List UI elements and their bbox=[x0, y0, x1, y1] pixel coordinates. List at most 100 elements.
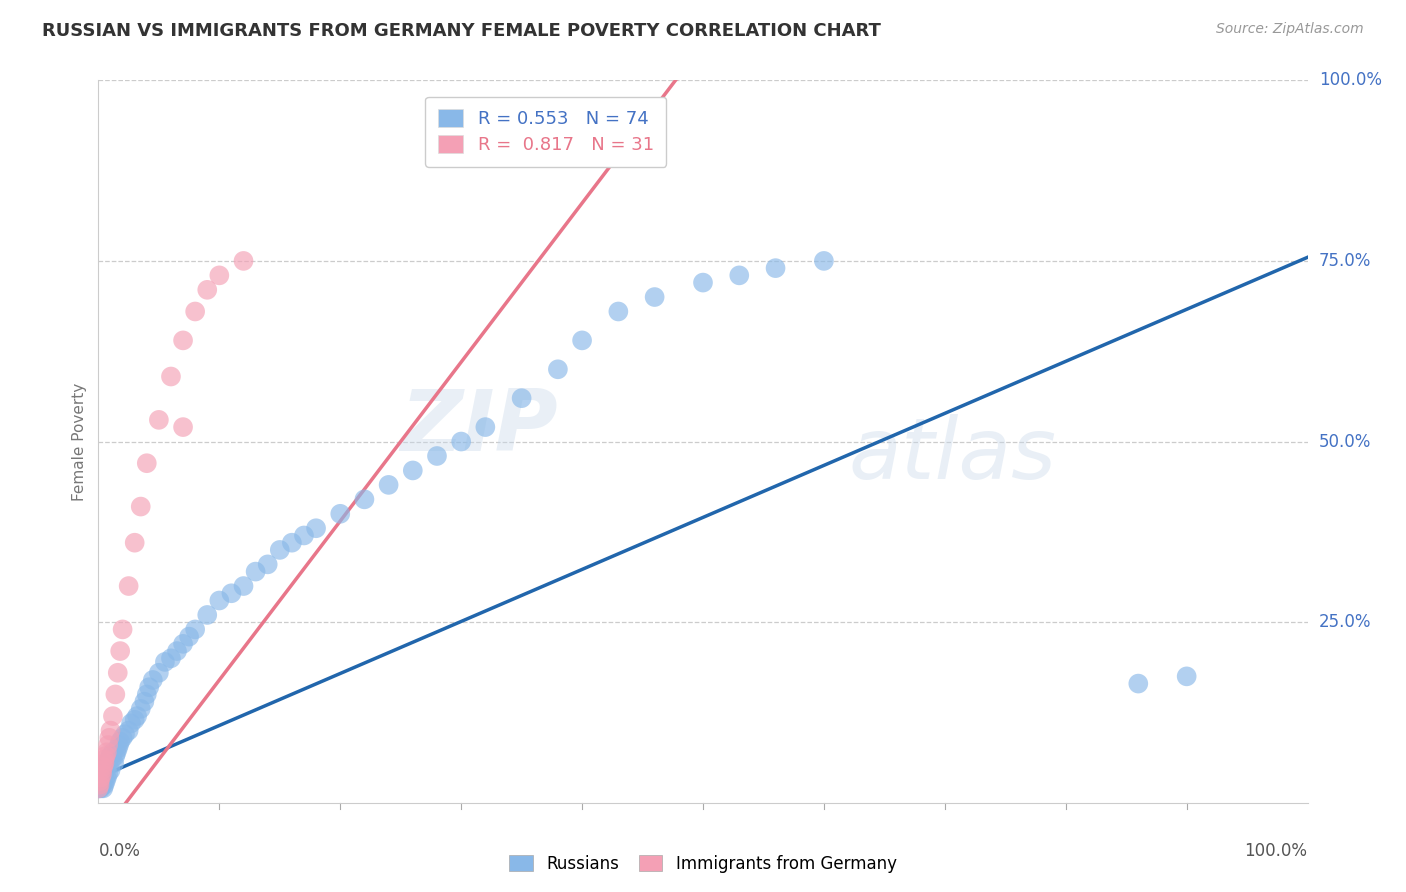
Russians bbox=[87, 781, 110, 796]
Text: Source: ZipAtlas.com: Source: ZipAtlas.com bbox=[1216, 22, 1364, 37]
Text: 25.0%: 25.0% bbox=[1319, 613, 1371, 632]
Russians bbox=[195, 607, 218, 622]
Immigrants from Germany bbox=[91, 760, 114, 774]
Immigrants from Germany bbox=[208, 268, 231, 283]
Russians bbox=[329, 507, 352, 521]
Immigrants from Germany bbox=[101, 709, 124, 723]
Immigrants from Germany bbox=[91, 764, 114, 778]
Russians bbox=[105, 745, 128, 759]
Text: 100.0%: 100.0% bbox=[1319, 71, 1382, 89]
Russians bbox=[107, 741, 129, 756]
Russians bbox=[100, 748, 122, 763]
Russians bbox=[89, 781, 111, 796]
Immigrants from Germany bbox=[89, 774, 111, 789]
Immigrants from Germany bbox=[124, 535, 146, 549]
Russians bbox=[474, 420, 496, 434]
Immigrants from Germany bbox=[232, 253, 254, 268]
Russians bbox=[256, 558, 278, 572]
Russians bbox=[353, 492, 375, 507]
Text: 0.0%: 0.0% bbox=[98, 842, 141, 860]
Immigrants from Germany bbox=[90, 771, 112, 785]
Russians bbox=[89, 778, 111, 792]
Russians bbox=[728, 268, 751, 283]
Immigrants from Germany bbox=[108, 644, 131, 658]
Russians bbox=[179, 630, 201, 644]
Russians bbox=[134, 695, 156, 709]
Immigrants from Germany bbox=[107, 665, 129, 680]
Russians bbox=[114, 727, 136, 741]
Immigrants from Germany bbox=[93, 752, 115, 766]
Russians bbox=[269, 542, 291, 557]
Russians bbox=[94, 764, 117, 778]
Russians bbox=[292, 528, 315, 542]
Russians bbox=[571, 334, 593, 348]
Immigrants from Germany bbox=[148, 413, 170, 427]
Russians bbox=[402, 463, 425, 477]
Russians bbox=[510, 391, 533, 405]
Text: 50.0%: 50.0% bbox=[1319, 433, 1371, 450]
Immigrants from Germany bbox=[118, 579, 141, 593]
Russians bbox=[90, 781, 112, 796]
Immigrants from Germany bbox=[100, 723, 122, 738]
Text: atlas: atlas bbox=[848, 415, 1056, 498]
Immigrants from Germany bbox=[172, 334, 194, 348]
Russians bbox=[127, 709, 149, 723]
Russians bbox=[104, 748, 127, 763]
Russians bbox=[90, 774, 112, 789]
Russians bbox=[305, 521, 328, 535]
Immigrants from Germany bbox=[97, 738, 120, 752]
Russians bbox=[103, 756, 125, 770]
Russians bbox=[153, 655, 176, 669]
Immigrants from Germany bbox=[195, 283, 218, 297]
Russians bbox=[101, 745, 124, 759]
Immigrants from Germany bbox=[96, 745, 118, 759]
Russians bbox=[450, 434, 472, 449]
Immigrants from Germany bbox=[104, 687, 127, 701]
Russians bbox=[160, 651, 183, 665]
Russians bbox=[97, 756, 120, 770]
Russians bbox=[813, 253, 835, 268]
Russians bbox=[1128, 676, 1150, 690]
Russians bbox=[91, 778, 114, 792]
Immigrants from Germany bbox=[89, 778, 111, 792]
Immigrants from Germany bbox=[94, 748, 117, 763]
Immigrants from Germany bbox=[135, 456, 157, 470]
Russians bbox=[96, 760, 118, 774]
Immigrants from Germany bbox=[98, 731, 121, 745]
Russians bbox=[281, 535, 304, 549]
Russians bbox=[644, 290, 666, 304]
Russians bbox=[765, 261, 787, 276]
Russians bbox=[377, 478, 399, 492]
Russians bbox=[91, 781, 114, 796]
Russians bbox=[138, 680, 160, 694]
Immigrants from Germany bbox=[93, 756, 115, 770]
Russians bbox=[108, 738, 131, 752]
Immigrants from Germany bbox=[87, 781, 110, 796]
Russians bbox=[91, 771, 114, 785]
Immigrants from Germany bbox=[160, 369, 183, 384]
Russians bbox=[208, 593, 231, 607]
Russians bbox=[93, 778, 115, 792]
Russians bbox=[94, 774, 117, 789]
Russians bbox=[124, 713, 146, 727]
Russians bbox=[1175, 669, 1198, 683]
Russians bbox=[148, 665, 170, 680]
Russians bbox=[111, 731, 134, 745]
Russians bbox=[184, 623, 207, 637]
Immigrants from Germany bbox=[172, 420, 194, 434]
Russians bbox=[93, 767, 115, 781]
Russians bbox=[120, 716, 142, 731]
Russians bbox=[692, 276, 714, 290]
Legend: Russians, Immigrants from Germany: Russians, Immigrants from Germany bbox=[503, 848, 903, 880]
Text: ZIP: ZIP bbox=[401, 385, 558, 468]
Legend: R = 0.553   N = 74, R =  0.817   N = 31: R = 0.553 N = 74, R = 0.817 N = 31 bbox=[425, 96, 666, 167]
Russians bbox=[607, 304, 630, 318]
Russians bbox=[96, 771, 118, 785]
Russians bbox=[135, 687, 157, 701]
Immigrants from Germany bbox=[184, 304, 207, 318]
Text: 75.0%: 75.0% bbox=[1319, 252, 1371, 270]
Russians bbox=[166, 644, 188, 658]
Russians bbox=[98, 752, 121, 766]
Russians bbox=[91, 774, 114, 789]
Russians bbox=[108, 734, 131, 748]
